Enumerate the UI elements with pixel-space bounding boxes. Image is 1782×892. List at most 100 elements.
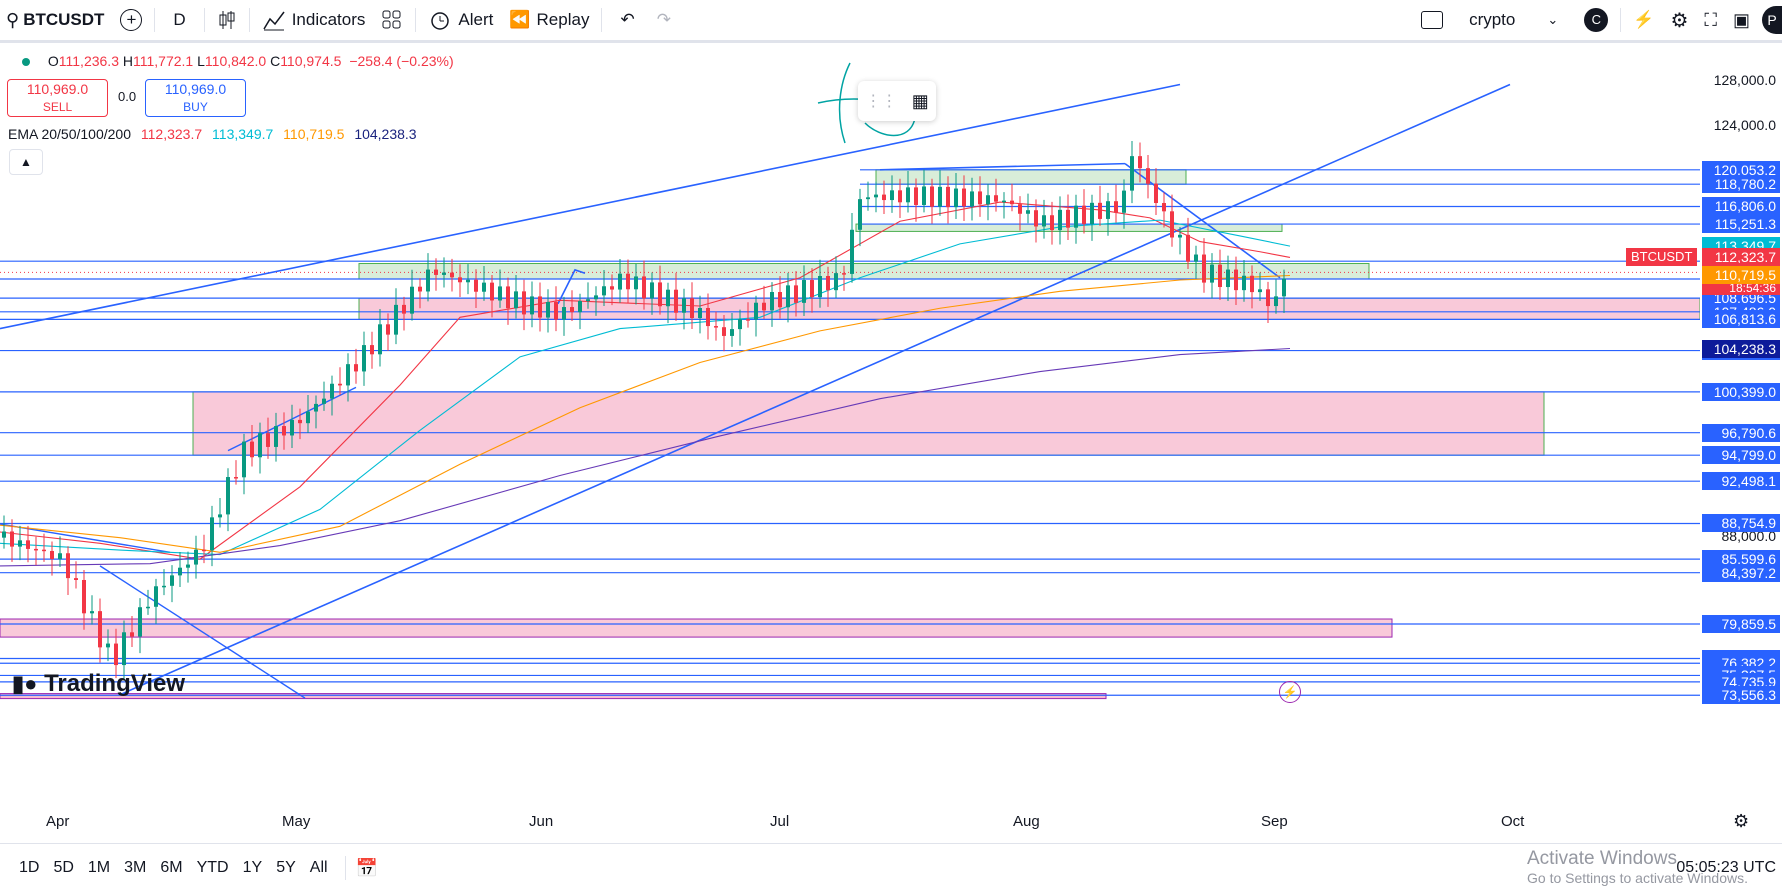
square-icon	[1421, 11, 1444, 29]
period-1y[interactable]: 1Y	[242, 859, 263, 876]
quick-search-button[interactable]: ⚡	[1625, 0, 1662, 40]
period-5d[interactable]: 5D	[53, 859, 74, 876]
candle-body	[658, 282, 662, 307]
candle-body	[1122, 190, 1126, 213]
candle-body	[250, 441, 254, 458]
interval-button[interactable]: D	[173, 10, 186, 29]
layout-name-button[interactable]: crypto ⌄	[1451, 0, 1576, 40]
ema-label: EMA 20/50/100/200	[8, 126, 131, 142]
candle-body	[770, 292, 774, 311]
ema200-tag: 104,238.3	[1702, 339, 1780, 358]
price-level-tag: 85,599.6	[1702, 550, 1780, 569]
period-1m[interactable]: 1M	[87, 859, 111, 876]
watermark-text: TradingView	[44, 670, 186, 697]
candle-body	[922, 186, 926, 206]
period-all[interactable]: All	[309, 859, 328, 876]
candle-body	[322, 398, 326, 404]
avatar-circle: C	[1584, 8, 1609, 32]
go-to-date-button[interactable]: 📅	[356, 858, 378, 879]
candle-body	[306, 411, 310, 424]
candle-body	[794, 285, 798, 303]
rewind-icon: ⏪	[509, 10, 531, 29]
drag-handle-icon[interactable]: ⋮⋮	[865, 93, 898, 110]
replay-label: Replay	[536, 10, 590, 29]
chart-type-button[interactable]	[209, 0, 245, 40]
timezone-settings-icon[interactable]: ⚙	[1733, 811, 1750, 831]
gear-icon: ⚙	[1670, 9, 1689, 32]
candle-body	[1250, 275, 1254, 293]
candle-body	[386, 324, 390, 335]
candle-body	[410, 286, 414, 314]
ema20-tag: 112,323.7	[1702, 248, 1780, 267]
add-object-icon[interactable]: ▦	[911, 90, 929, 111]
event-marker[interactable]: ⚡	[1279, 681, 1301, 703]
arrow-line	[557, 268, 586, 305]
candle-body	[522, 291, 526, 315]
candle-body	[738, 319, 742, 330]
lightning-icon: ⚡	[1633, 10, 1655, 29]
compare-symbol-button[interactable]: +	[112, 0, 150, 40]
price-chart[interactable]	[0, 43, 1700, 803]
candle-body	[298, 419, 302, 424]
redo-button[interactable]: ↷	[649, 0, 679, 40]
utc-clock[interactable]: 05:05:23 UTC	[1676, 859, 1776, 876]
candle-body	[986, 195, 990, 205]
symbol-search[interactable]: ⚲ BTCUSDT	[0, 0, 112, 40]
tv-logo-icon: ▮●	[12, 671, 38, 696]
candle-body	[2, 531, 6, 538]
candle-body	[1218, 264, 1222, 288]
account-avatar[interactable]: C	[1576, 0, 1616, 40]
indicators-button[interactable]: Indicators	[254, 0, 374, 40]
time-axis[interactable]: Apr May Jun Jul Aug Sep Oct ⚙	[0, 805, 1782, 841]
close-label: C	[270, 53, 281, 69]
buy-button[interactable]: 110,969.0 BUY	[145, 79, 246, 117]
candle-body	[586, 299, 590, 302]
templates-button[interactable]	[373, 0, 411, 40]
support-zone-pink-4	[0, 693, 1107, 700]
replay-button[interactable]: ⏪ Replay	[501, 0, 597, 40]
sell-button[interactable]: 110,969.0 SELL	[7, 79, 108, 117]
snapshot-button[interactable]: ▣	[1725, 0, 1758, 40]
price-level-tag: 120,053.2	[1702, 160, 1780, 179]
candle-body	[146, 606, 150, 609]
candle-body	[802, 280, 806, 303]
price-axis[interactable]: 128,000.0 124,000.0 88,000.0 120,053.2 118,7…	[1700, 43, 1782, 803]
calendar-icon: 📅	[355, 857, 378, 878]
sell-price: 110,969.0	[26, 81, 89, 97]
ema20-value: 112,323.7	[140, 126, 203, 142]
buy-price: 110,969.0	[164, 81, 227, 97]
candle-body	[10, 531, 14, 547]
candle-body	[682, 298, 686, 313]
ema100-value: 110,719.5	[283, 126, 345, 142]
top-trend-line	[879, 162, 1126, 171]
floating-drawing-toolbar[interactable]: ⋮⋮ ▦	[858, 81, 936, 121]
support-zone-pink-1	[358, 297, 1700, 320]
symbol-name: BTCUSDT	[23, 10, 105, 29]
ema-legend: EMA 20/50/100/200 112,323.7 113,349.7 11…	[8, 126, 417, 142]
activate-subtitle: Go to Settings to activate Windows.	[1527, 870, 1748, 886]
candle-body	[258, 433, 262, 458]
period-6m[interactable]: 6M	[160, 859, 183, 876]
profile-button[interactable]: P	[1758, 0, 1782, 40]
ema200-value: 104,238.3	[354, 126, 417, 142]
candle-body	[226, 477, 230, 515]
fullscreen-button[interactable]: ⛶	[1696, 0, 1725, 40]
candle-body	[1002, 200, 1006, 203]
undo-button[interactable]: ↶	[606, 0, 648, 40]
open-value: 111,236.3	[58, 53, 119, 69]
candle-body	[818, 275, 822, 298]
period-5y[interactable]: 5Y	[276, 859, 296, 876]
period-ytd[interactable]: YTD	[196, 859, 229, 876]
alert-button[interactable]: Alert	[420, 0, 501, 40]
chart-pane[interactable]: O111,236.3 H111,772.1 L110,842.0 C110,97…	[0, 43, 1700, 803]
candle-body	[1154, 183, 1158, 204]
candle-body	[706, 307, 710, 327]
candle-body	[266, 433, 270, 447]
layout-toggle-button[interactable]	[1413, 0, 1451, 40]
time-label-sep: Sep	[1261, 813, 1288, 830]
collapse-legend-button[interactable]: ▲	[9, 149, 43, 175]
period-1d[interactable]: 1D	[19, 859, 40, 876]
settings-button[interactable]: ⚙	[1662, 0, 1696, 40]
period-3m[interactable]: 3M	[124, 859, 147, 876]
plus-circle-icon: +	[120, 9, 143, 31]
